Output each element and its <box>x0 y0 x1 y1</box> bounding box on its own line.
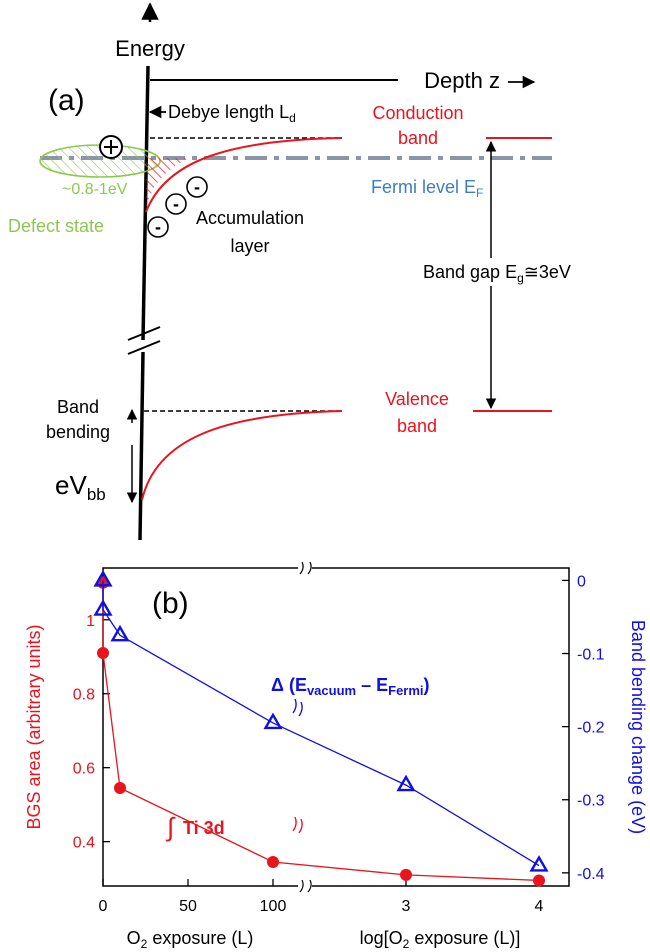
integral-annotation-symbol: ∫ <box>165 812 176 842</box>
left-ytick-label: 1 <box>86 613 95 630</box>
integral-annotation-label: Ti 3d <box>183 818 225 838</box>
band-bending-label-2: bending <box>46 422 110 442</box>
right-ytick-label: -0.2 <box>577 720 605 737</box>
left-ytick-label: 0.4 <box>73 835 95 852</box>
conduction-band-label-2: band <box>398 128 438 148</box>
valence-band-label-1: Valence <box>385 389 449 409</box>
x-axis-label-linear: O2 exposure (L) <box>127 928 254 951</box>
data-point-triangle <box>263 712 283 730</box>
svg-text:-: - <box>155 217 161 237</box>
left-ytick-label: 0.8 <box>73 687 95 704</box>
right-axis-label: Band bending change (eV) <box>628 620 648 834</box>
band-bending-label-1: Band <box>57 397 99 417</box>
data-point-triangle <box>93 599 113 616</box>
panel-a-label: (a) <box>48 84 85 117</box>
axis-break-mark <box>127 326 161 341</box>
defect-energy-label: ~0.8-1eV <box>62 181 128 198</box>
data-point-circle <box>114 782 126 795</box>
energy-axis-label: Energy <box>115 36 185 61</box>
fermi-level-label: Fermi level EF <box>371 177 483 200</box>
ebb-label: eVbb <box>55 470 106 504</box>
data-point-circle <box>267 855 279 868</box>
defect-state-label: Defect state <box>8 216 104 236</box>
band-gap-label: Band gap Eg≅3eV <box>423 262 571 285</box>
xtick-log-label: 3 <box>402 898 411 915</box>
data-point-triangle <box>110 624 130 642</box>
xtick-linear-label: 50 <box>179 898 197 915</box>
svg-text:-: - <box>173 194 179 214</box>
valence-band-curve <box>141 410 343 501</box>
line-break-red <box>292 816 303 834</box>
right-series-line <box>102 580 540 867</box>
surface-line-upper <box>141 65 150 341</box>
debye-length-label: Debye length Ld <box>168 102 296 125</box>
surface-line-lower <box>138 351 145 541</box>
x-axis-label-log: log[O2 exposure (L)] <box>360 928 521 951</box>
panel-b-label: (b) <box>152 587 189 620</box>
axis-break-top <box>298 561 312 575</box>
xtick-linear-label: 0 <box>99 898 108 915</box>
left-axis-label: BGS area (arbitrary units) <box>24 624 44 829</box>
panel-a: Energy Depth z (a) Debye length Ld <box>8 2 571 541</box>
delta-annotation: Δ (Evacuum – EFermi) <box>271 675 430 698</box>
conduction-band-curve <box>145 137 343 213</box>
data-point-circle <box>97 647 109 660</box>
negative-charge-icon: - <box>165 193 187 215</box>
depth-axis-label: Depth z <box>424 68 500 93</box>
data-point-triangle <box>93 569 113 587</box>
left-series-line <box>102 582 540 882</box>
axis-break-mark <box>127 340 161 355</box>
accumulation-layer-label-1: Accumulation <box>196 208 304 228</box>
positive-charge-icon <box>99 135 123 159</box>
negative-charge-icon: - <box>186 176 208 198</box>
left-ytick-label: 0.6 <box>73 761 95 778</box>
accumulation-layer-label-2: layer <box>230 236 269 256</box>
right-ytick-label: -0.3 <box>577 793 605 810</box>
axis-break-bottom <box>298 879 312 893</box>
data-point-triangle <box>396 774 416 792</box>
xtick-log-label: 4 <box>535 898 544 915</box>
right-ytick-label: 0 <box>577 573 586 590</box>
negative-charge-icon: - <box>147 216 169 238</box>
data-point-circle <box>533 874 545 887</box>
svg-text:-: - <box>194 177 200 197</box>
valence-band-label-2: band <box>397 416 437 436</box>
conduction-band-label-1: Conduction <box>372 103 463 123</box>
data-point-triangle <box>529 855 549 872</box>
accumulation-region <box>146 158 190 212</box>
right-ytick-label: -0.4 <box>577 866 605 883</box>
panel-b-chart: 0.40.60.810-0.1-0.2-0.3-0.40 50 100 3 4 (b) … <box>24 561 648 951</box>
xtick-linear-label: 100 <box>260 898 287 915</box>
line-break-blue <box>292 698 303 717</box>
data-point-circle <box>400 868 412 881</box>
right-ytick-label: -0.1 <box>577 647 605 664</box>
